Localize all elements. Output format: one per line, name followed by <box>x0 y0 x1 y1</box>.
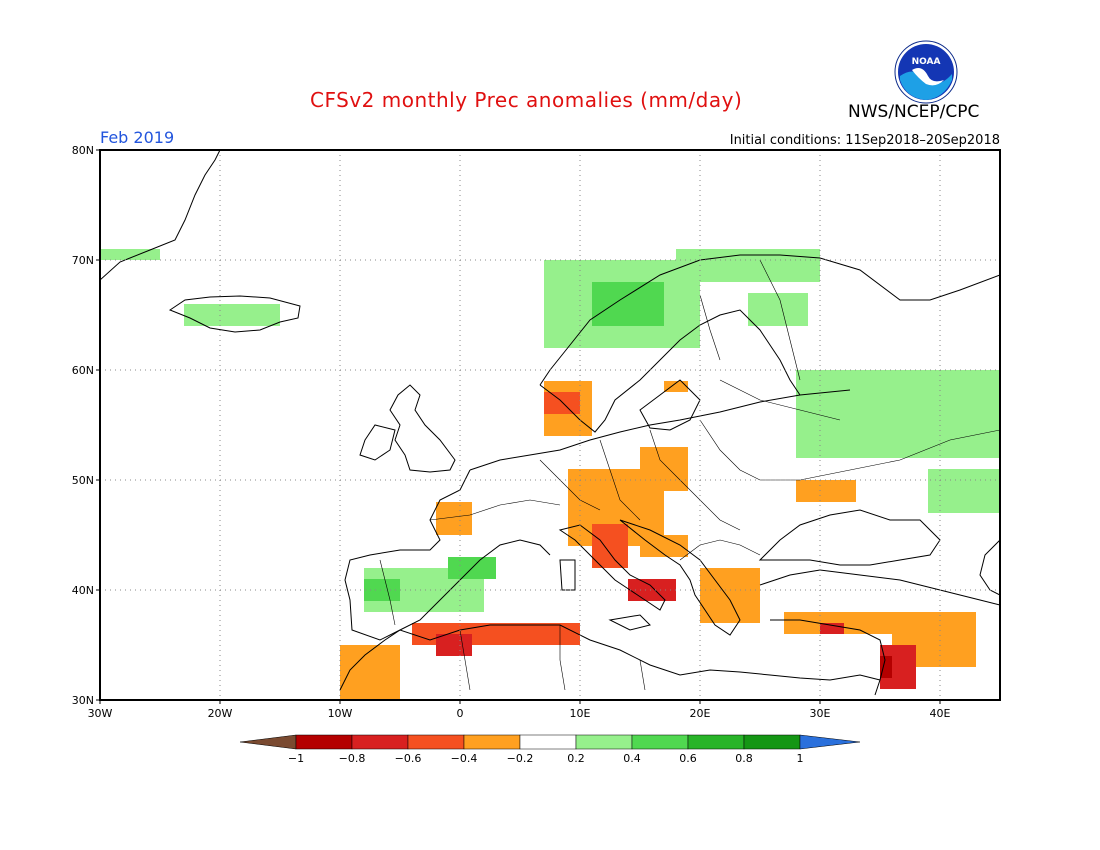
anomaly-cell <box>880 656 892 678</box>
colorbar-tick-label: −0.6 <box>395 752 422 765</box>
colorbar-segment <box>295 734 353 750</box>
colorbar-tick-label: −1 <box>288 752 304 765</box>
longitude-label: 10E <box>570 707 591 720</box>
anomaly-cell <box>796 480 856 502</box>
latitude-label: 50N <box>72 474 94 487</box>
longitude-label: 10W <box>328 707 353 720</box>
latitude-label: 60N <box>72 364 94 377</box>
colorbar-tick-label: −0.2 <box>507 752 534 765</box>
anomaly-cell <box>928 469 1000 513</box>
anomaly-cell <box>748 293 808 326</box>
latitude-label: 80N <box>72 144 94 157</box>
longitude-label: 0 <box>457 707 464 720</box>
colorbar-segment <box>463 734 521 750</box>
anomaly-cell <box>364 579 400 601</box>
colorbar-segment <box>351 734 409 750</box>
country-borders <box>379 259 1000 691</box>
longitude-label: 20E <box>690 707 711 720</box>
anomaly-cell <box>640 447 688 491</box>
latitude-label: 70N <box>72 254 94 267</box>
colorbar-tick-label: 0.8 <box>735 752 753 765</box>
coastlines <box>100 150 1000 696</box>
map-frame <box>99 149 1001 701</box>
anomaly-cells <box>100 249 1000 700</box>
month-label: Feb 2019 <box>100 128 175 147</box>
chart-title: CFSv2 monthly Prec anomalies (mm/day) <box>310 88 743 112</box>
colorbar-segment <box>631 734 689 750</box>
colorbar: −1 −0.8 −0.6 −0.4 −0.2 0.2 0.4 0.6 0.8 1 <box>239 734 861 765</box>
anomaly-cell <box>676 249 820 282</box>
longitude-labels: 30W 20W 10W 0 10E 20E 30E 40E <box>88 700 951 720</box>
anomaly-cell <box>544 392 580 414</box>
initial-conditions-label: Initial conditions: 11Sep2018–20Sep2018 <box>729 133 1000 148</box>
colorbar-labels: −1 −0.8 −0.6 −0.4 −0.2 0.2 0.4 0.6 0.8 1 <box>288 752 804 765</box>
anomaly-cell <box>796 370 1000 458</box>
anomaly-cell <box>640 535 688 557</box>
colorbar-tick-label: −0.4 <box>451 752 478 765</box>
colorbar-tick-label: 0.4 <box>623 752 641 765</box>
anomaly-cell <box>664 381 688 392</box>
colorbar-arrow-high <box>799 734 861 750</box>
colorbar-segment <box>687 734 745 750</box>
anomaly-cell <box>700 568 760 623</box>
colorbar-segment <box>743 734 801 750</box>
anomaly-cell <box>592 524 628 568</box>
colorbar-tick-label: 0.2 <box>567 752 585 765</box>
colorbar-segment <box>519 734 577 750</box>
colorbar-tick-label: −0.8 <box>339 752 366 765</box>
colorbar-tick-label: 0.6 <box>679 752 697 765</box>
longitude-label: 40E <box>930 707 951 720</box>
anomaly-cell <box>592 282 664 326</box>
logo-text: NOAA <box>912 57 941 67</box>
anomaly-cell <box>628 579 676 601</box>
agency-label: NWS/NCEP/CPC <box>848 102 980 122</box>
longitude-label: 30E <box>810 707 831 720</box>
colorbar-segment <box>575 734 633 750</box>
longitude-label: 20W <box>208 707 233 720</box>
longitude-label: 30W <box>88 707 113 720</box>
anomaly-cell <box>184 304 280 326</box>
anomaly-cell <box>340 645 400 700</box>
anomaly-cell <box>100 249 160 260</box>
colorbar-arrow-low <box>239 734 297 750</box>
colorbar-tick-label: 1 <box>797 752 804 765</box>
noaa-logo: NOAA <box>894 40 958 104</box>
latitude-label: 40N <box>72 584 94 597</box>
graticule <box>100 150 1000 700</box>
anomaly-cell <box>436 634 472 656</box>
latitude-label: 30N <box>72 694 94 707</box>
colorbar-segment <box>407 734 465 750</box>
latitude-labels: 80N 70N 60N 50N 40N 30N <box>72 144 100 707</box>
anomaly-cell <box>820 623 844 634</box>
